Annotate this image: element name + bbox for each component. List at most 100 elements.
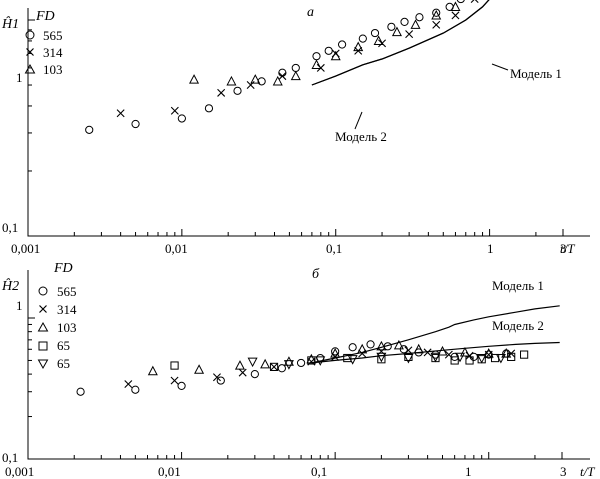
legend-title: FD — [35, 9, 55, 24]
data-point-circle — [177, 381, 186, 390]
model-1-label: Модель 1 — [510, 66, 562, 81]
y-tick-label: 0,1 — [2, 220, 18, 235]
data-point-triangle — [330, 50, 341, 61]
data-point-cross — [170, 106, 179, 115]
data-point-cross — [377, 347, 386, 356]
legend: FD 565 314 103 — [24, 9, 63, 77]
data-point-triangle — [306, 353, 317, 364]
data-point-circle — [370, 28, 380, 38]
data-point-cross — [170, 376, 179, 385]
x-tick-label: 0,01 — [158, 464, 181, 479]
data-point-square — [377, 355, 386, 364]
data-point-circle — [278, 68, 287, 77]
x-tick-label: 1 — [465, 464, 472, 479]
y-axis-label: Ĥ1 — [1, 15, 19, 32]
data-point-square — [343, 353, 352, 363]
legend: FD 565 314 103 65 65 — [37, 261, 77, 371]
data-point-cross — [212, 373, 221, 382]
chart-marks — [76, 305, 560, 396]
data-point-triangle — [357, 343, 368, 354]
data-point-triangle — [391, 26, 402, 37]
data-point-triangle — [450, 1, 461, 11]
y-tick-label: 1 — [16, 70, 23, 85]
x-axis-label: t/T — [560, 241, 575, 256]
data-point-triangle-down — [403, 353, 414, 364]
data-point-square — [450, 356, 459, 365]
legend-marker-circle — [38, 286, 48, 296]
data-point-triangle — [272, 75, 283, 86]
data-point-triangle — [376, 340, 387, 351]
legend-marker-circle — [25, 30, 35, 40]
data-point-triangle — [373, 35, 384, 46]
data-point-triangle — [353, 41, 364, 52]
data-point-square — [465, 356, 474, 365]
data-point-triangle — [283, 356, 294, 366]
data-point-triangle-down — [430, 352, 441, 363]
model-curve-2 — [311, 341, 560, 364]
model-curve-2 — [311, 0, 490, 86]
legend-marker-cross — [26, 48, 34, 56]
data-point-triangle — [226, 75, 237, 86]
legend-label: 314 — [43, 45, 63, 60]
data-point-circle — [291, 63, 300, 73]
data-point-cross — [270, 362, 279, 371]
legend-label: 314 — [57, 302, 77, 317]
data-point-triangle — [393, 339, 404, 350]
data-point-circle — [250, 370, 259, 379]
legend-marker-triangle — [24, 63, 36, 74]
data-point-circle — [358, 34, 367, 43]
data-point-triangle-down — [315, 356, 326, 366]
data-point-circle — [432, 8, 441, 17]
data-point-cross — [470, 0, 479, 4]
data-point-circle — [400, 17, 409, 26]
data-point-cross — [358, 349, 367, 358]
x-tick-label: 1 — [487, 241, 494, 256]
data-point-cross — [124, 380, 133, 389]
data-point-circle — [337, 40, 347, 49]
legend-marker-square — [38, 341, 48, 351]
data-point-triangle-down — [476, 353, 487, 364]
data-point-circle — [366, 340, 375, 349]
legend-label: 65 — [57, 356, 70, 371]
data-point-circle — [131, 119, 140, 129]
data-point-circle — [233, 86, 242, 95]
data-point-circle — [331, 347, 340, 356]
model-1-leader — [491, 63, 509, 71]
data-point-triangle — [260, 358, 271, 369]
data-point-circle — [296, 358, 306, 368]
data-point-triangle — [311, 59, 322, 69]
data-point-circle — [415, 13, 424, 22]
data-point-cross — [404, 346, 413, 355]
x-tick-label: 0,01 — [165, 241, 188, 256]
data-point-circle — [348, 343, 357, 352]
data-point-square — [507, 352, 516, 361]
data-point-cross — [238, 368, 247, 377]
legend-marker-triangle-down — [37, 359, 49, 370]
axis-ticks — [27, 19, 564, 237]
data-point-circle — [277, 364, 286, 373]
axis-ticks — [27, 317, 563, 460]
x-tick-label: 0,1 — [326, 241, 342, 256]
model-1-label: Модель 1 — [492, 278, 544, 293]
data-point-circle — [85, 125, 94, 134]
legend-label: 103 — [57, 320, 77, 335]
x-tick-label: 0,1 — [311, 464, 327, 479]
data-point-circle — [204, 104, 214, 113]
legend-label: 103 — [43, 62, 63, 77]
data-point-cross — [432, 20, 441, 29]
legend-marker-cross — [39, 305, 47, 313]
y-tick-label: 0,1 — [2, 450, 18, 465]
data-point-cross — [116, 109, 125, 118]
data-point-cross — [423, 348, 432, 357]
panel-label: б — [312, 267, 320, 282]
data-point-triangle-down — [376, 352, 387, 363]
data-point-triangle-down — [454, 352, 466, 363]
data-point-circle — [456, 0, 465, 4]
legend-label: 565 — [57, 284, 77, 299]
data-point-circle — [177, 114, 186, 123]
x-axis-label: t/T — [580, 464, 595, 479]
data-point-cross — [405, 30, 414, 39]
y-axis-label: Ĥ2 — [1, 277, 19, 294]
data-point-square — [404, 352, 413, 361]
